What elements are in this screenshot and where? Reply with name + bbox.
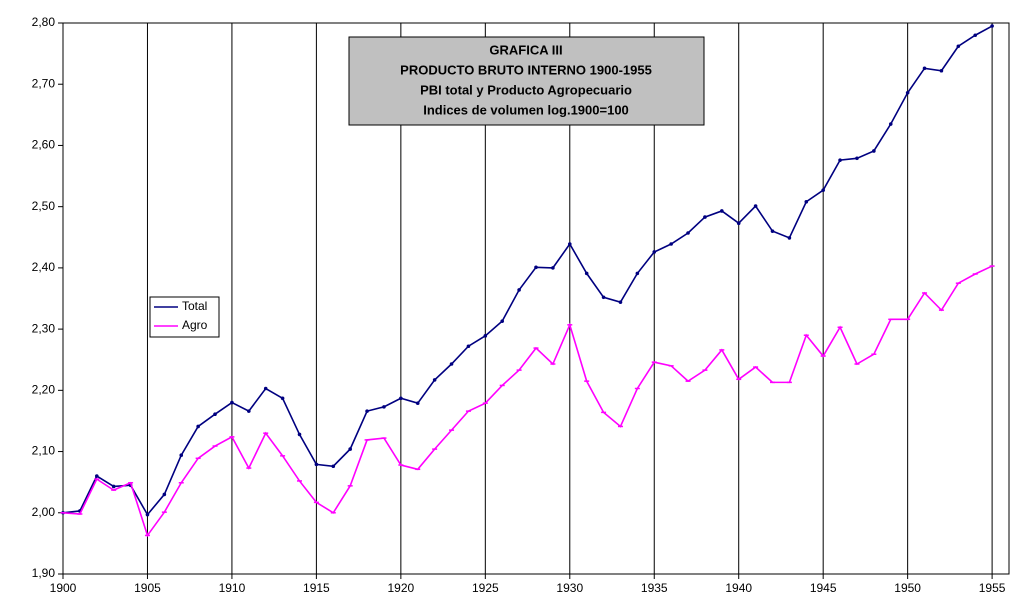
point-marker	[618, 300, 623, 304]
point-marker	[804, 199, 809, 204]
x-tick-label: 1940	[725, 581, 752, 595]
point-marker	[213, 412, 217, 417]
point-marker	[432, 378, 437, 382]
point-marker	[415, 401, 420, 405]
point-marker	[297, 432, 302, 437]
point-marker	[263, 386, 268, 391]
point-marker	[534, 265, 538, 270]
point-marker	[584, 271, 589, 276]
point-marker	[365, 409, 369, 413]
point-marker	[551, 266, 555, 270]
point-marker	[905, 90, 910, 95]
point-marker	[348, 447, 352, 451]
x-tick-label: 1950	[894, 581, 921, 595]
x-tick-label: 1945	[810, 581, 837, 595]
point-marker	[111, 484, 116, 489]
point-marker	[230, 400, 234, 405]
chart-title: PBI total y Producto Agropecuario	[420, 82, 632, 97]
y-tick-label: 2,00	[32, 505, 56, 519]
point-marker	[838, 158, 842, 162]
point-marker	[703, 215, 707, 219]
point-marker	[567, 242, 572, 246]
legend-box	[149, 296, 220, 338]
point-marker	[686, 231, 690, 235]
title-box	[348, 36, 705, 126]
point-marker	[821, 188, 825, 192]
point-marker	[753, 204, 758, 208]
point-marker	[449, 362, 454, 366]
y-tick-label: 2,60	[32, 138, 56, 152]
x-tick-label: 1925	[472, 581, 499, 595]
y-tick-label: 2,50	[32, 199, 56, 213]
x-tick-label: 1930	[556, 581, 583, 595]
legend-label: Total	[182, 299, 207, 313]
point-marker	[922, 66, 927, 71]
chart-title: PRODUCTO BRUTO INTERNO 1900-1955	[400, 62, 652, 77]
y-tick-label: 2,10	[32, 444, 56, 458]
point-marker	[483, 334, 488, 338]
chart-title: GRAFICA III	[489, 42, 562, 57]
point-marker	[669, 242, 673, 246]
point-marker	[770, 229, 775, 233]
y-tick-label: 2,70	[32, 76, 56, 90]
point-marker	[652, 250, 657, 254]
point-marker	[500, 319, 505, 323]
y-tick-label: 2,20	[32, 383, 56, 397]
point-marker	[399, 396, 403, 401]
series-line	[62, 265, 993, 538]
y-tick-label: 2,40	[32, 260, 56, 274]
point-marker	[247, 409, 251, 413]
x-tick-label: 1955	[979, 581, 1006, 595]
y-tick-label: 1,90	[32, 566, 56, 580]
point-marker	[517, 288, 521, 292]
x-tick-label: 1915	[303, 581, 330, 595]
x-tick-label: 1905	[134, 581, 161, 595]
point-marker	[280, 396, 285, 401]
chart-title: Indices de volumen log.1900=100	[423, 102, 629, 117]
x-tick-label: 1900	[50, 581, 77, 595]
x-tick-label: 1935	[641, 581, 668, 595]
point-marker	[855, 156, 859, 161]
point-marker	[382, 405, 386, 409]
series-line	[62, 25, 993, 517]
y-tick-label: 2,30	[32, 321, 56, 335]
x-tick-label: 1910	[219, 581, 246, 595]
point-marker	[956, 44, 961, 49]
point-marker	[145, 512, 150, 517]
point-marker	[872, 149, 876, 153]
point-marker	[720, 209, 724, 213]
point-marker	[331, 464, 336, 469]
x-tick-label: 1920	[388, 581, 415, 595]
point-marker	[736, 221, 741, 225]
legend-label: Agro	[182, 318, 208, 332]
point-marker	[601, 295, 606, 300]
point-marker	[162, 492, 167, 497]
point-marker	[179, 453, 184, 458]
point-marker	[973, 33, 978, 38]
point-marker	[888, 122, 893, 126]
point-marker	[314, 462, 319, 467]
point-marker	[787, 236, 792, 240]
point-marker	[635, 271, 640, 276]
y-tick-label: 2,80	[32, 15, 56, 29]
point-marker	[466, 344, 471, 349]
point-marker	[939, 68, 944, 73]
point-marker	[196, 424, 200, 429]
point-marker	[990, 24, 994, 28]
point-marker	[94, 474, 99, 478]
